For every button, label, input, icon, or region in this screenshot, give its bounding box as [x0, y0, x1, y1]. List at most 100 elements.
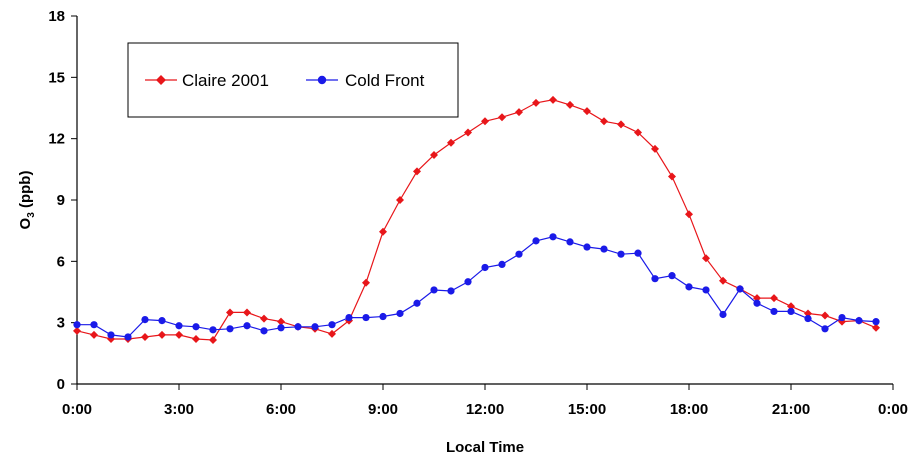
data-point-cold-front — [124, 333, 132, 341]
data-point-cold-front — [277, 324, 285, 332]
data-point-cold-front — [736, 285, 744, 293]
legend: Claire 2001 Cold Front — [127, 42, 459, 118]
data-point-claire-2001 — [872, 323, 880, 332]
data-point-cold-front — [141, 316, 149, 324]
data-point-claire-2001 — [328, 329, 336, 338]
data-point-cold-front — [872, 318, 880, 326]
data-point-cold-front — [770, 307, 778, 316]
legend-label-claire-2001: Claire 2001 — [182, 71, 269, 90]
data-point-claire-2001 — [600, 117, 608, 126]
data-point-claire-2001 — [413, 167, 421, 176]
data-point-cold-front — [685, 283, 693, 291]
data-point-cold-front — [396, 309, 404, 318]
data-point-claire-2001 — [260, 314, 268, 323]
data-point-cold-front — [617, 250, 625, 258]
data-point-cold-front — [345, 313, 353, 322]
x-tick-label: 3:00 — [164, 401, 194, 418]
data-point-claire-2001 — [209, 336, 217, 345]
data-point-claire-2001 — [685, 210, 693, 219]
y-axis-title: O3 (ppb) — [17, 171, 37, 230]
data-point-cold-front — [804, 314, 812, 323]
data-point-cold-front — [498, 260, 506, 268]
data-point-claire-2001 — [651, 144, 659, 153]
data-point-claire-2001 — [396, 196, 404, 204]
series-cold-front — [73, 233, 880, 341]
data-point-claire-2001 — [141, 332, 149, 341]
data-point-cold-front — [838, 313, 846, 322]
y-tick-label: 6 — [57, 253, 65, 270]
data-point-cold-front — [226, 325, 234, 333]
data-point-cold-front — [855, 317, 863, 325]
data-point-cold-front — [294, 323, 302, 331]
axes: 0 3 6 9 12 15 18 0:00 3:00 6:00 9:00 12:00 15:00 18:0… — [48, 8, 908, 418]
data-point-claire-2001 — [73, 326, 81, 335]
legend-marker-claire-2001 — [156, 75, 166, 85]
data-point-cold-front — [702, 286, 710, 294]
data-point-claire-2001 — [583, 107, 591, 116]
data-point-claire-2001 — [634, 128, 642, 137]
data-point-cold-front — [634, 249, 642, 257]
data-point-cold-front — [209, 326, 217, 334]
data-point-cold-front — [362, 313, 370, 322]
data-point-claire-2001 — [804, 309, 812, 318]
x-tick-label: 6:00 — [266, 401, 296, 418]
data-point-cold-front — [821, 325, 829, 333]
data-point-claire-2001 — [770, 294, 778, 303]
data-point-cold-front — [158, 317, 166, 325]
data-point-cold-front — [651, 275, 659, 283]
data-point-claire-2001 — [464, 128, 472, 137]
data-point-claire-2001 — [532, 98, 540, 107]
data-point-cold-front — [600, 245, 608, 253]
y-axis-title-rest: (ppb) — [17, 171, 34, 213]
y-tick-label: 15 — [48, 69, 65, 86]
data-point-claire-2001 — [243, 308, 251, 317]
data-point-cold-front — [90, 321, 98, 329]
x-tick-label: 12:00 — [466, 401, 504, 418]
y-tick-label: 12 — [48, 131, 65, 148]
data-point-claire-2001 — [787, 302, 795, 311]
data-point-claire-2001 — [668, 172, 676, 181]
data-point-claire-2001 — [702, 254, 710, 263]
data-point-cold-front — [532, 237, 540, 245]
data-point-cold-front — [73, 321, 81, 329]
data-point-cold-front — [481, 263, 489, 272]
data-point-claire-2001 — [379, 227, 387, 236]
data-point-claire-2001 — [617, 120, 625, 129]
data-point-cold-front — [719, 310, 727, 319]
series-layer — [73, 95, 880, 345]
y-tick-label: 9 — [57, 192, 65, 209]
data-point-claire-2001 — [498, 113, 506, 122]
x-tick-label: 0:00 — [62, 401, 92, 418]
data-point-cold-front — [549, 233, 557, 241]
data-point-claire-2001 — [549, 95, 557, 104]
data-point-cold-front — [328, 321, 336, 329]
data-point-cold-front — [464, 278, 472, 286]
data-point-cold-front — [787, 307, 795, 316]
legend-marker-cold-front — [317, 75, 327, 85]
data-point-cold-front — [447, 287, 455, 295]
data-point-claire-2001 — [90, 330, 98, 339]
data-point-claire-2001 — [566, 100, 574, 109]
data-point-claire-2001 — [430, 151, 438, 160]
data-point-cold-front — [175, 322, 183, 330]
legend-label-cold-front: Cold Front — [345, 71, 425, 90]
data-point-cold-front — [260, 327, 268, 335]
data-point-cold-front — [753, 299, 761, 307]
x-tick-label: 18:00 — [670, 401, 708, 418]
legend-entry-cold-front: Cold Front — [306, 71, 425, 90]
data-point-claire-2001 — [362, 278, 370, 287]
x-axis-title: Local Time — [446, 439, 524, 456]
data-point-claire-2001 — [175, 330, 183, 339]
y-tick-label: 18 — [48, 8, 65, 25]
data-point-cold-front — [311, 323, 319, 331]
data-point-claire-2001 — [821, 311, 829, 320]
data-point-cold-front — [668, 272, 676, 280]
data-point-cold-front — [515, 250, 523, 258]
data-point-claire-2001 — [158, 330, 166, 339]
data-point-cold-front — [583, 243, 591, 251]
legend-entry-claire-2001: Claire 2001 — [145, 71, 269, 90]
x-tick-label: 9:00 — [368, 401, 398, 418]
y-axis-title-subscript: 3 — [26, 212, 37, 218]
data-point-claire-2001 — [481, 117, 489, 126]
